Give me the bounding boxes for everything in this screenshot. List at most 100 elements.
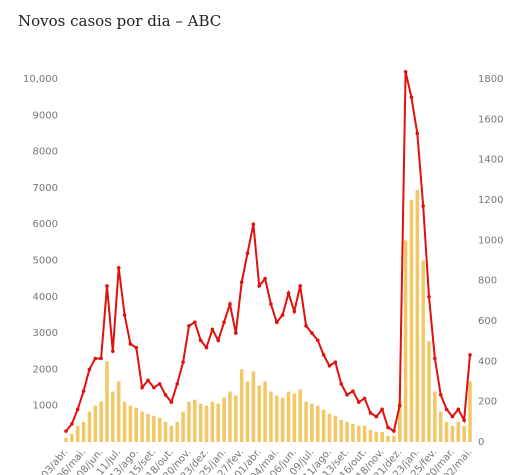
bar — [70, 433, 74, 442]
bar — [99, 401, 103, 442]
bar — [316, 405, 320, 442]
bar — [450, 425, 455, 442]
point — [122, 313, 127, 317]
point — [374, 414, 379, 419]
point — [216, 338, 221, 343]
point — [204, 345, 209, 350]
point — [433, 356, 437, 361]
point — [304, 324, 308, 328]
bar — [245, 381, 250, 442]
point — [292, 309, 297, 314]
y2-tick-label: 1200 — [478, 195, 503, 206]
bar — [444, 421, 449, 442]
point — [181, 360, 185, 364]
point — [380, 407, 384, 412]
point — [415, 131, 420, 136]
point — [251, 222, 256, 226]
bar — [128, 405, 133, 442]
point — [140, 385, 144, 390]
bar — [421, 260, 425, 442]
y2-tick-label: 0 — [478, 437, 484, 448]
bar — [75, 425, 80, 442]
point — [333, 360, 338, 364]
bar — [87, 411, 92, 442]
bar — [333, 415, 338, 442]
bar — [275, 395, 279, 442]
bar — [146, 413, 150, 442]
y2-tick-label: 600 — [478, 316, 497, 327]
bar — [111, 391, 115, 442]
point — [87, 367, 92, 372]
y-tick-label: 6000 — [33, 219, 58, 230]
bar — [409, 200, 414, 442]
bar — [310, 403, 314, 442]
bar — [327, 413, 332, 442]
bar — [462, 425, 466, 442]
point — [70, 422, 74, 426]
bar — [415, 189, 420, 442]
point — [362, 396, 367, 401]
point — [392, 429, 396, 433]
y-tick-label: 3000 — [33, 328, 58, 339]
bar — [163, 421, 168, 442]
bar — [193, 399, 197, 442]
point — [345, 393, 349, 397]
bar — [216, 403, 220, 442]
point — [105, 284, 109, 288]
bar — [269, 391, 273, 442]
y-tick-label: 5000 — [33, 256, 58, 267]
bar — [304, 401, 308, 442]
bar — [321, 409, 326, 442]
point — [351, 389, 355, 393]
y2-tick-label: 200 — [478, 397, 497, 408]
bar — [456, 421, 461, 442]
y-tick-label: 9000 — [33, 110, 58, 121]
bar — [339, 419, 343, 442]
point — [438, 393, 443, 397]
y2-tick-label: 800 — [478, 276, 497, 287]
y-tick-label: 4000 — [33, 292, 58, 303]
bar — [397, 401, 402, 442]
bar — [140, 411, 144, 442]
bar — [374, 431, 379, 442]
bar — [257, 385, 261, 442]
bar — [105, 361, 109, 442]
bar — [169, 425, 174, 442]
bar — [362, 425, 367, 442]
y2-tick-label: 1800 — [478, 74, 503, 85]
point — [298, 284, 303, 288]
point — [386, 425, 390, 430]
point — [64, 429, 68, 433]
point — [239, 280, 244, 285]
point — [409, 95, 414, 99]
chart-title: Novos casos por dia – ABC — [18, 12, 221, 30]
point — [339, 382, 343, 386]
point — [111, 349, 115, 354]
point — [327, 363, 332, 368]
y2-tick-label: 400 — [478, 356, 497, 367]
point — [169, 400, 174, 404]
point — [134, 345, 139, 350]
bar — [427, 341, 431, 442]
point — [444, 407, 449, 412]
bar — [286, 391, 291, 442]
bar — [181, 411, 185, 442]
point — [228, 302, 232, 306]
point — [93, 356, 98, 361]
bar — [280, 397, 285, 442]
point — [187, 324, 191, 328]
point — [157, 382, 162, 386]
bar — [204, 405, 209, 442]
bar — [251, 371, 256, 442]
point — [146, 378, 150, 383]
y-tick-label: 7000 — [33, 183, 58, 194]
bar — [210, 401, 215, 442]
point — [421, 204, 425, 208]
bar — [380, 431, 384, 442]
bar — [175, 421, 180, 442]
point — [280, 313, 285, 317]
bar — [438, 411, 443, 442]
point — [263, 276, 267, 281]
point — [468, 353, 472, 357]
point — [245, 251, 250, 256]
